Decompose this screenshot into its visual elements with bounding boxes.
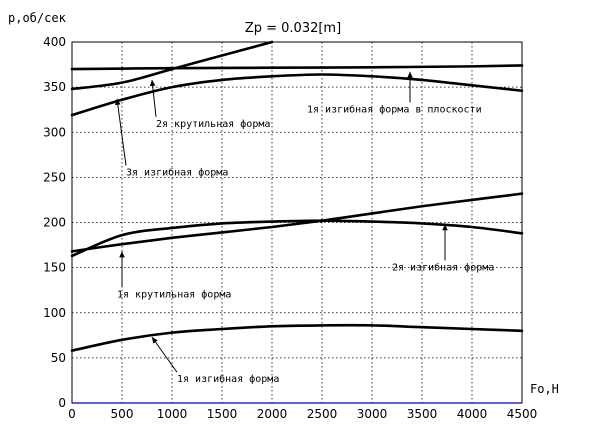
annotation-label: 1я изгибная форма: [177, 373, 279, 385]
y-axis-label: p,об/сек: [8, 11, 67, 25]
y-tick-label: 300: [43, 125, 66, 139]
series-line-3: [70, 73, 524, 117]
x-tick-label: 1500: [207, 407, 238, 421]
y-tick-label: 100: [43, 306, 66, 320]
x-tick-label: 1000: [157, 407, 188, 421]
annotation-arrowhead: [115, 98, 121, 106]
x-tick-label: 4000: [457, 407, 488, 421]
annotation-label: 2я изгибная форма: [392, 261, 494, 273]
y-tick-label: 50: [51, 351, 66, 365]
annotation-label: 2я крутильная форма: [156, 118, 270, 130]
annotation-label: 3я изгибная форма: [126, 167, 228, 179]
x-tick-label: 3000: [357, 407, 388, 421]
chart-title: Zp = 0.032[m]: [245, 21, 341, 36]
x-tick-label: 0: [68, 407, 76, 421]
x-tick-label: 2500: [307, 407, 338, 421]
series-line-2: [70, 40, 274, 91]
annotation-arrowhead: [442, 224, 448, 231]
annotation-arrowhead: [149, 79, 156, 87]
series-line-6: [70, 323, 524, 352]
y-tick-label: 200: [43, 216, 66, 230]
annotations: 2я крутильная форма 3я изгибная форма 1я и…: [115, 71, 494, 385]
annotation-pointer: [151, 79, 157, 117]
annotation-pointer: [151, 336, 178, 373]
series-line-4: [70, 219, 524, 258]
series-line-5: [70, 192, 524, 253]
x-tick-label: 2000: [257, 407, 288, 421]
x-axis-label: Fo,Н: [530, 382, 559, 396]
annotation-arrowhead: [407, 71, 413, 78]
annotation-label: 1я изгибная форма в плоскости: [307, 103, 482, 115]
y-tick-label: 150: [43, 261, 66, 275]
annotation-label: 1я крутильная форма: [117, 288, 231, 300]
tick-labels: 0 500 1000 1500 2000 2500 3000 3500 4000 4500 0 50 1…: [43, 35, 537, 421]
x-tick-label: 500: [111, 407, 134, 421]
series-lines: [70, 40, 524, 352]
y-tick-label: 400: [43, 35, 66, 49]
series-line-1: [70, 64, 524, 71]
annotation-arrowhead: [119, 251, 125, 258]
y-tick-label: 0: [58, 396, 66, 410]
x-tick-label: 3500: [407, 407, 438, 421]
y-tick-label: 350: [43, 80, 66, 94]
x-tick-label: 4500: [507, 407, 538, 421]
annotation-arrowhead: [152, 337, 158, 344]
y-tick-label: 250: [43, 170, 66, 184]
annotation-pointer: [116, 98, 127, 166]
